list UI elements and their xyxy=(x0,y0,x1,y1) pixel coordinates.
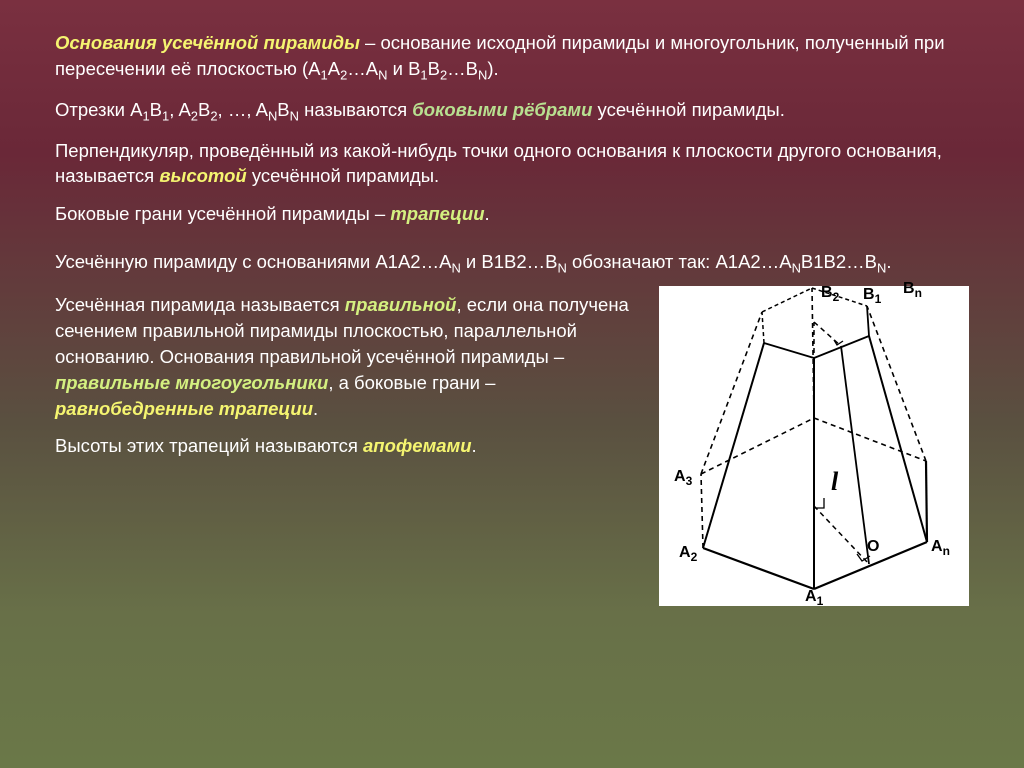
label-a1: A1 xyxy=(805,586,823,610)
para-lateral-edges: Отрезки A1B1, A2B2, …, ANBN называются б… xyxy=(55,97,969,126)
label-a3: A3 xyxy=(674,466,692,490)
term-height: высотой xyxy=(159,165,246,186)
label-b1: B1 xyxy=(863,284,881,308)
para-height: Перпендикуляр, проведённый из какой-нибу… xyxy=(55,138,969,190)
bottom-text: Усечённая пирамида называется правильной… xyxy=(55,292,649,606)
label-apothem: l xyxy=(831,464,838,500)
para-regular: Усечённая пирамида называется правильной… xyxy=(55,292,649,421)
pyramid-svg xyxy=(659,286,969,606)
label-a2: A2 xyxy=(679,542,697,566)
para-apothems: Высоты этих трапеций называются апофемам… xyxy=(55,433,649,459)
para-notation: Усечённую пирамиду с основаниями A1A2…AN… xyxy=(55,249,969,278)
term-trapezoids: трапеции xyxy=(390,203,484,224)
term-regular-polygons: правильные многоугольники xyxy=(55,372,328,393)
term-iso-trapezoids: равнобедренные трапеции xyxy=(55,398,313,419)
term-regular: правильной xyxy=(345,294,457,315)
para-bases: Основания усечённой пирамиды – основание… xyxy=(55,30,969,85)
label-an: An xyxy=(931,536,950,560)
term-apothems: апофемами xyxy=(363,435,472,456)
pyramid-diagram: B2 B1 Bn A3 A2 A1 An O l xyxy=(659,286,969,606)
label-o: O xyxy=(867,536,879,558)
label-b2: B2 xyxy=(821,282,839,306)
label-bn: Bn xyxy=(903,278,922,302)
para-trapezoids: Боковые грани усечённой пирамиды – трапе… xyxy=(55,201,969,227)
term-lateral-edges: боковыми рёбрами xyxy=(412,99,592,120)
term-bases: Основания усечённой пирамиды xyxy=(55,32,360,53)
bottom-section: Усечённая пирамида называется правильной… xyxy=(55,292,969,606)
